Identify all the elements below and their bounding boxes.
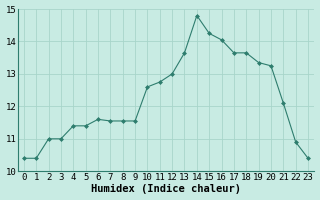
X-axis label: Humidex (Indice chaleur): Humidex (Indice chaleur) xyxy=(91,184,241,194)
